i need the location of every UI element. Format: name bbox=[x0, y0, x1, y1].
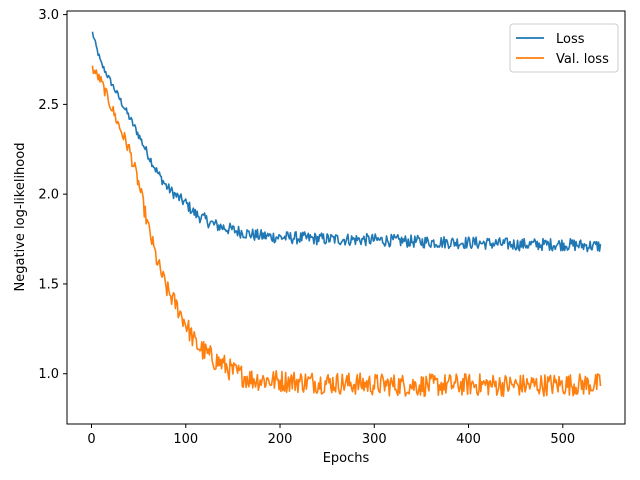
y-tick-label: 2.0 bbox=[38, 188, 59, 203]
y-tick-label: 1.5 bbox=[38, 277, 59, 292]
x-axis-label: Epochs bbox=[323, 451, 370, 466]
series-line-loss bbox=[91, 31, 602, 253]
legend: Loss Val. loss bbox=[509, 23, 619, 73]
x-tick-label: 300 bbox=[362, 432, 387, 447]
x-tick-label: 400 bbox=[456, 432, 481, 447]
legend-label-loss: Loss bbox=[556, 32, 585, 47]
series-layer bbox=[91, 31, 602, 398]
x-tick-label: 200 bbox=[268, 432, 293, 447]
legend-label-val-loss: Val. loss bbox=[556, 52, 609, 67]
y-axis-label: Negative log-likelihood bbox=[13, 143, 28, 292]
y-axis-ticks: 1.0 1.5 2.0 2.5 3.0 bbox=[38, 8, 67, 382]
legend-box bbox=[509, 23, 619, 73]
x-tick-label: 0 bbox=[87, 432, 95, 447]
x-tick-label: 500 bbox=[550, 432, 575, 447]
y-tick-label: 1.0 bbox=[38, 367, 59, 382]
x-axis-ticks: 0 100 200 300 400 500 bbox=[87, 424, 575, 447]
y-tick-label: 3.0 bbox=[38, 8, 59, 23]
y-tick-label: 2.5 bbox=[38, 98, 59, 113]
plot-frame bbox=[66, 10, 626, 425]
x-tick-label: 100 bbox=[173, 432, 198, 447]
series-line-val-loss bbox=[91, 65, 602, 398]
